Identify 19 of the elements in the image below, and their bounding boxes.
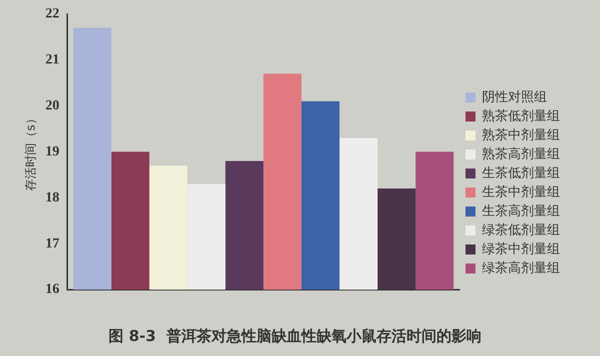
y-tick-label: 21 <box>45 52 60 68</box>
legend-label: 绿茶高剂量组 <box>482 260 560 276</box>
y-tick-label: 22 <box>45 6 60 22</box>
legend-label: 绿茶低剂量组 <box>482 222 560 238</box>
legend-label: 生茶高剂量组 <box>482 202 560 219</box>
legend-label: 生茶中剂量组 <box>482 184 560 200</box>
y-tick-label: 16 <box>45 282 60 298</box>
y-tick-label: 19 <box>45 144 60 160</box>
y-tick-label: 20 <box>45 98 60 114</box>
legend-label: 生茶低剂量组 <box>482 164 560 181</box>
legend-label: 绿茶中剂量组 <box>482 240 560 257</box>
legend-label: 阴性对照组 <box>482 90 547 105</box>
legend-label: 熟茶中剂量组 <box>482 126 560 143</box>
y-tick-label: 18 <box>45 190 60 206</box>
text: 图 8-3 普洱茶对急性脑缺血性缺氧小鼠存活时间的影响 <box>108 326 482 345</box>
y-axis-title: 存活时间（s） <box>23 112 38 191</box>
legend-label: 熟茶低剂量组 <box>482 108 560 124</box>
legend-label: 熟茶高剂量组 <box>482 146 560 162</box>
y-tick-label: 17 <box>45 236 60 252</box>
